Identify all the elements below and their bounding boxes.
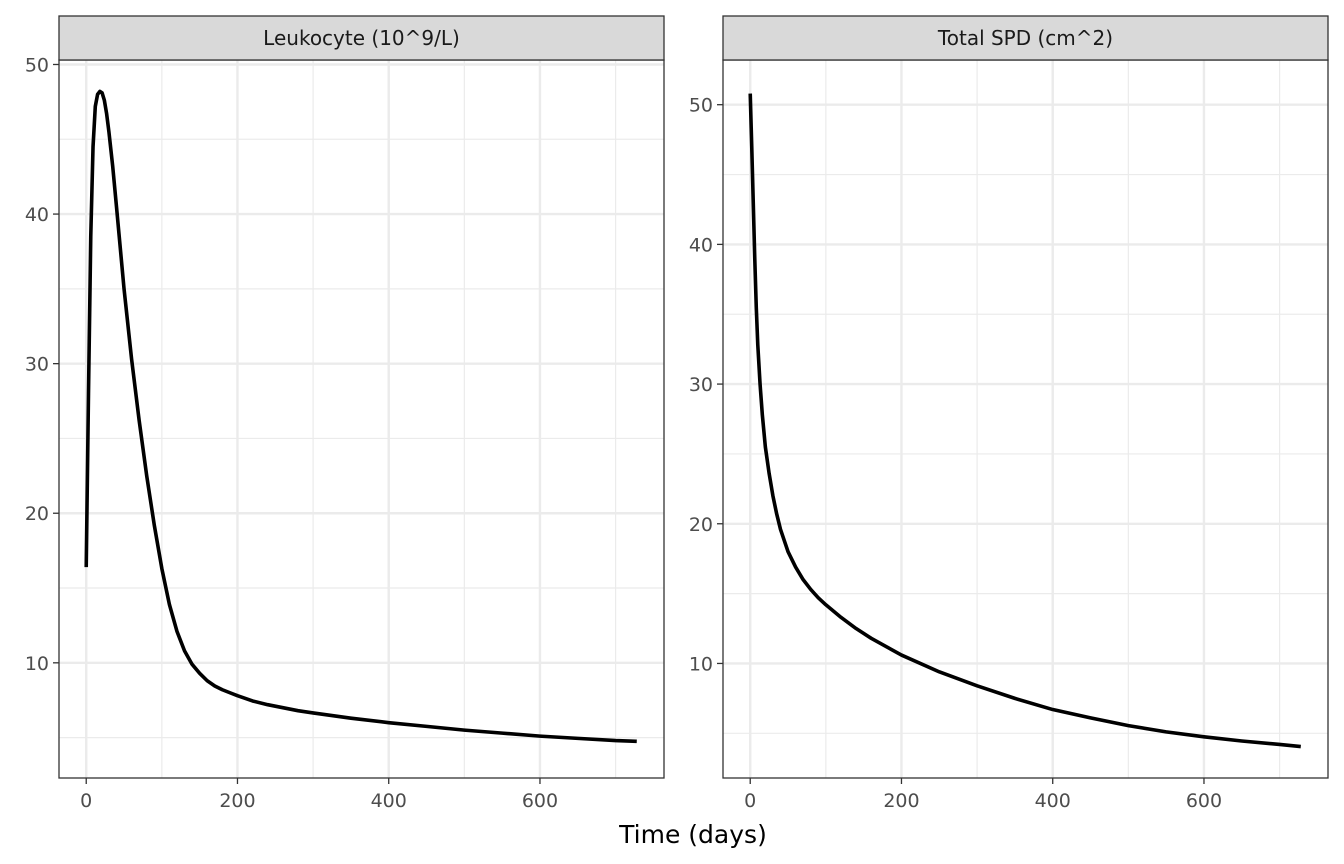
series-line <box>748 93 1301 749</box>
x-tick-label: 600 <box>1186 790 1222 812</box>
y-tick-label: 40 <box>25 204 49 226</box>
panel-background <box>723 60 1328 778</box>
panel-title: Total SPD (cm^2) <box>937 26 1113 50</box>
x-tick-label: 400 <box>1035 790 1071 812</box>
panel-1: Leukocyte (10^9/L) 0 200 400 600 10 20 30 40 50 <box>25 15 665 812</box>
y-tick-label: 10 <box>25 653 49 675</box>
x-tick-label: 0 <box>744 790 756 812</box>
y-tick-label: 20 <box>689 514 713 536</box>
x-axis-title: Time (days) <box>618 820 767 849</box>
y-tick-label: 20 <box>25 503 49 525</box>
x-tick-label: 0 <box>80 790 92 812</box>
y-tick-label: 50 <box>689 95 713 117</box>
x-tick-label: 200 <box>883 790 919 812</box>
y-tick-label: 10 <box>689 653 713 675</box>
x-tick-label: 400 <box>371 790 407 812</box>
x-tick-label: 200 <box>219 790 255 812</box>
x-tick-label: 600 <box>522 790 558 812</box>
y-tick-label: 30 <box>689 374 713 396</box>
y-tick-label: 30 <box>25 354 49 376</box>
panel-2: Total SPD (cm^2) 0 200 400 600 10 20 30 40 50 <box>689 15 1329 812</box>
y-tick-label: 50 <box>25 54 49 76</box>
series-line <box>84 89 637 744</box>
y-tick-label: 40 <box>689 234 713 256</box>
strip-background <box>58 15 665 61</box>
strip-background <box>722 15 1329 61</box>
panel-title: Leukocyte (10^9/L) <box>263 26 460 50</box>
panel-background <box>59 60 664 778</box>
